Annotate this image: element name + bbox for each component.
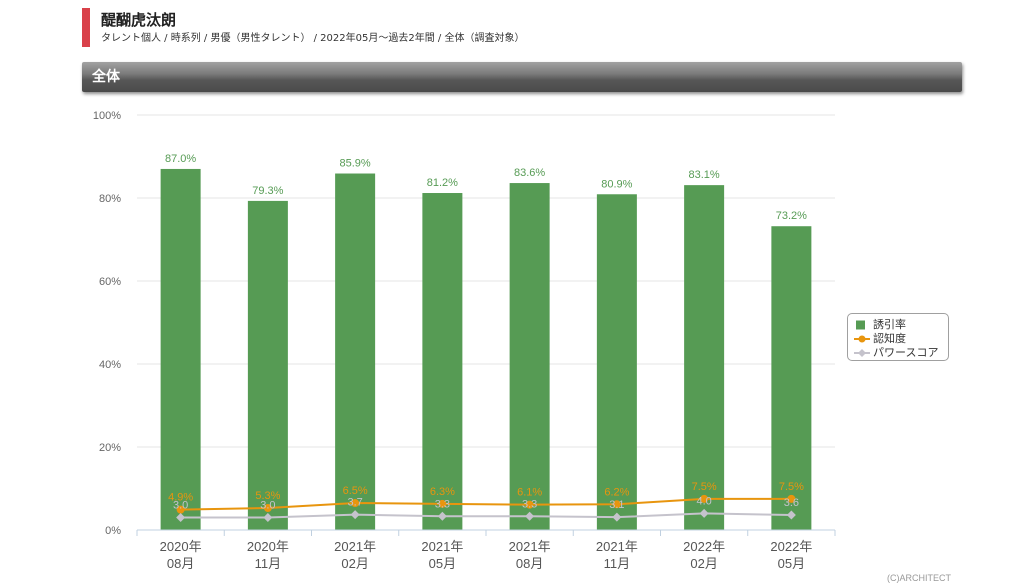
x-tick-label-line: 11月 <box>255 556 282 571</box>
line-marker <box>525 500 534 509</box>
line-data-label: 3.1 <box>609 499 624 511</box>
x-tick-label-line: 2022年 <box>683 539 725 554</box>
legend-item-awareness[interactable]: 認知度 <box>854 332 948 346</box>
legend-label: 認知度 <box>873 332 906 345</box>
line-data-label: 3.7 <box>347 497 362 509</box>
line-data-label: 7.5% <box>779 481 804 493</box>
line-data-label: 3.6 <box>784 497 799 509</box>
bar-data-label: 80.9% <box>601 178 632 190</box>
y-tick-label: 20% <box>99 442 121 454</box>
line-marker <box>612 500 621 509</box>
section-title: 全体 <box>92 69 120 85</box>
page-title: 醍醐虎汰朗 <box>101 11 177 29</box>
line-marker <box>176 505 185 514</box>
line-marker <box>787 494 796 503</box>
bar <box>596 194 637 530</box>
bar-data-label: 83.6% <box>514 167 545 179</box>
x-tick-label-line: 2020年 <box>160 539 202 554</box>
chart-legend: 誘引率 認知度 パワースコア <box>847 313 949 361</box>
x-tick-label: 2021年 11月 <box>596 539 638 571</box>
line-marker <box>350 510 360 520</box>
x-tick-label-line: 2020年 <box>247 539 289 554</box>
y-tick-label: 60% <box>99 276 121 288</box>
line-data-label: 3.0 <box>173 500 188 512</box>
series-line <box>180 497 792 511</box>
bar-data-label: 85.9% <box>340 158 371 170</box>
x-tick-label-line: 05月 <box>429 556 456 571</box>
legend-bar-swatch-icon <box>856 320 865 330</box>
x-tick-label-line: 02月 <box>341 556 368 571</box>
line-data-label: 3.3 <box>522 498 537 510</box>
line-data-label: 7.5% <box>692 481 717 493</box>
bar <box>684 185 725 530</box>
bar-data-label: 73.2% <box>776 210 807 222</box>
x-tick-label-line: 08月 <box>167 556 194 571</box>
line-data-label: 5.3% <box>255 490 280 502</box>
x-tick-label-line: 02月 <box>690 556 717 571</box>
x-tick-label: 2021年 08月 <box>509 539 551 571</box>
y-tick-label: 100% <box>93 110 121 122</box>
x-tick-label: 2021年 05月 <box>421 539 463 571</box>
line-marker <box>612 512 622 522</box>
line-marker <box>351 499 360 508</box>
bar-data-label: 79.3% <box>252 185 283 197</box>
copyright: (C)ARCHITECT <box>887 573 951 583</box>
chart: 0% 20% 40% 60% 80% 100% 2020年 08月 2020年 11月 2021年 0… <box>93 110 836 571</box>
x-tick-label-line: 2021年 <box>421 539 463 554</box>
line-marker <box>176 513 186 523</box>
line-data-label: 4.9% <box>168 492 193 504</box>
series-line <box>180 512 792 519</box>
x-tick-label-line: 11月 <box>604 556 631 571</box>
section-header: 全体 <box>82 62 962 92</box>
y-tick-label: 40% <box>99 359 121 371</box>
bar <box>247 200 288 530</box>
bar <box>509 183 550 530</box>
bar-data-label: 87.0% <box>165 153 196 165</box>
x-tick-label: 2021年 02月 <box>334 539 376 571</box>
line-marker <box>700 494 709 503</box>
y-tick-label: 0% <box>105 525 121 537</box>
x-tick-label: 2020年 08月 <box>160 539 202 571</box>
x-tick-label: 2020年 11月 <box>247 539 289 571</box>
line-data-label: 6.1% <box>517 487 542 499</box>
line-marker <box>437 511 447 521</box>
legend-label: パワースコア <box>873 346 939 359</box>
line-data-label: 3.3 <box>435 498 450 510</box>
line-data-label: 4.0 <box>696 495 711 507</box>
bar-data-label: 83.1% <box>689 169 720 181</box>
line-marker <box>263 513 273 523</box>
x-tick-label-line: 2022年 <box>770 539 812 554</box>
legend-item-attraction-rate[interactable]: 誘引率 <box>854 318 948 332</box>
x-tick-label-line: 08月 <box>516 556 543 571</box>
x-tick-label-line: 2021年 <box>334 539 376 554</box>
bar <box>771 226 812 530</box>
line-data-label: 6.3% <box>430 486 455 498</box>
legend-label: 誘引率 <box>873 318 906 331</box>
line-marker <box>786 510 796 520</box>
title-accent-bar <box>82 8 90 47</box>
line-marker <box>699 508 709 518</box>
legend-circle-line-icon <box>854 335 870 343</box>
line-data-label: 6.5% <box>343 485 368 497</box>
line-data-label: 6.2% <box>604 486 629 498</box>
line-data-label: 3.0 <box>260 500 275 512</box>
x-tick-label: 2022年 05月 <box>770 539 812 571</box>
legend-item-power-score[interactable]: パワースコア <box>854 346 948 360</box>
line-marker <box>438 499 447 508</box>
bar <box>160 168 201 530</box>
legend-diamond-line-icon <box>854 349 870 357</box>
line-marker <box>525 511 535 521</box>
bar <box>335 173 376 530</box>
x-tick-label: 2022年 02月 <box>683 539 725 571</box>
x-tick-label-line: 2021年 <box>509 539 551 554</box>
line-marker <box>263 504 272 513</box>
y-tick-label: 80% <box>99 193 121 205</box>
x-tick-label-line: 2021年 <box>596 539 638 554</box>
x-tick-label-line: 05月 <box>778 556 805 571</box>
page-subtitle: タレント個人 / 時系列 / 男優（男性タレント） / 2022年05月～過去2… <box>101 33 525 44</box>
bar-data-label: 81.2% <box>427 177 458 189</box>
bar <box>422 193 463 530</box>
